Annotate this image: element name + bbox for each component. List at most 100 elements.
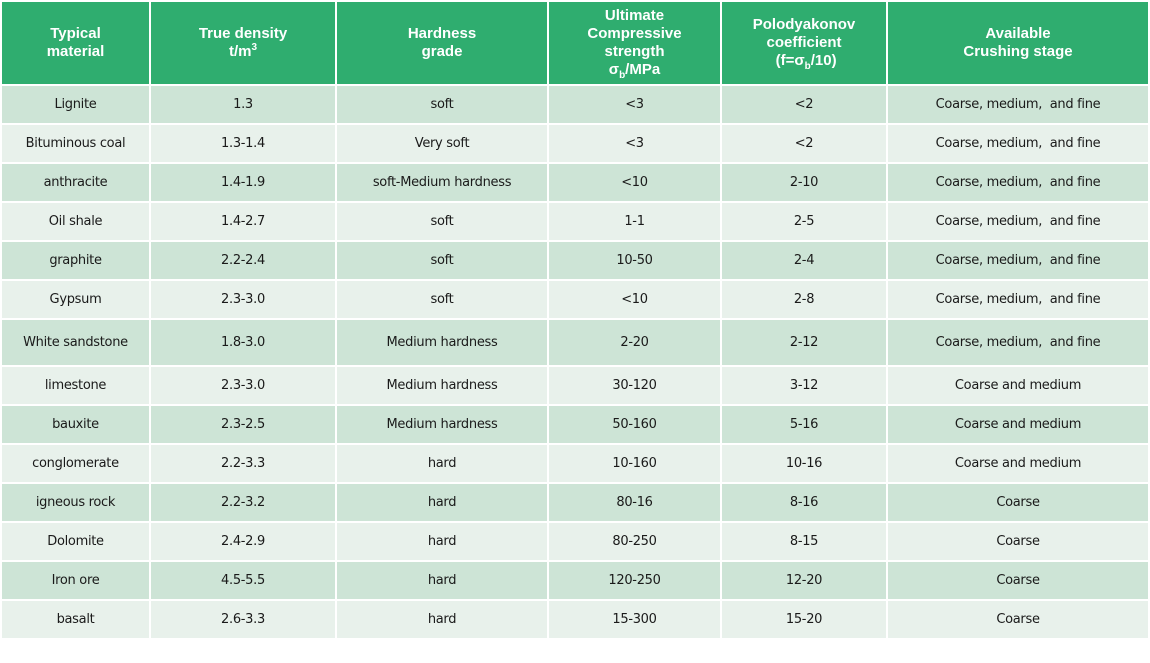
cell-true-density: 4.5-5.5 [151, 562, 335, 599]
header-text: σ [608, 61, 620, 78]
cell-polodyakonov-coefficient: 12-20 [722, 562, 886, 599]
cell-polodyakonov-coefficient: <2 [722, 125, 886, 162]
table-row: anthracite 1.4-1.9 soft-Medium hardness <10… [2, 164, 1148, 201]
header-text: strength [604, 43, 665, 60]
cell-typical-material: Gypsum [2, 281, 149, 318]
cell-crushing-stage: Coarse, medium, and fine [888, 203, 1148, 240]
cell-polodyakonov-coefficient: 15-20 [722, 601, 886, 638]
cell-hardness-grade: hard [337, 445, 547, 482]
cell-crushing-stage: Coarse [888, 523, 1148, 560]
cell-true-density: 1.3-1.4 [151, 125, 335, 162]
cell-crushing-stage: Coarse [888, 562, 1148, 599]
table-row: conglomerate 2.2-3.3 hard 10-160 10-16 Coarse… [2, 445, 1148, 482]
cell-true-density: 2.4-2.9 [151, 523, 335, 560]
cell-typical-material: bauxite [2, 406, 149, 443]
header-text: /MPa [625, 61, 661, 78]
cell-true-density: 1.3 [151, 86, 335, 123]
header-typical-material: Typical material [2, 2, 149, 84]
header-text: /10) [810, 52, 837, 69]
header-crushing-stage: Available Crushing stage [888, 2, 1148, 84]
cell-true-density: 1.8-3.0 [151, 320, 335, 365]
header-text: coefficient [766, 34, 842, 51]
cell-polodyakonov-coefficient: 2-12 [722, 320, 886, 365]
cell-hardness-grade: Medium hardness [337, 367, 547, 404]
cell-polodyakonov-coefficient: 10-16 [722, 445, 886, 482]
header-text: b [804, 61, 811, 72]
cell-true-density: 1.4-1.9 [151, 164, 335, 201]
cell-hardness-grade: hard [337, 562, 547, 599]
table-row: Dolomite 2.4-2.9 hard 80-250 8-15 Coarse [2, 523, 1148, 560]
cell-typical-material: Iron ore [2, 562, 149, 599]
header-text: 3 [251, 42, 258, 53]
cell-compressive-strength: 80-250 [549, 523, 720, 560]
cell-compressive-strength: 1-1 [549, 203, 720, 240]
cell-typical-material: Oil shale [2, 203, 149, 240]
cell-typical-material: limestone [2, 367, 149, 404]
cell-polodyakonov-coefficient: 2-8 [722, 281, 886, 318]
cell-crushing-stage: Coarse, medium, and fine [888, 320, 1148, 365]
cell-typical-material: Dolomite [2, 523, 149, 560]
cell-compressive-strength: 50-160 [549, 406, 720, 443]
cell-true-density: 2.6-3.3 [151, 601, 335, 638]
table-row: bauxite 2.3-2.5 Medium hardness 50-160 5-16 C… [2, 406, 1148, 443]
cell-crushing-stage: Coarse, medium, and fine [888, 125, 1148, 162]
header-text: Available [985, 25, 1051, 42]
cell-hardness-grade: soft [337, 86, 547, 123]
cell-polodyakonov-coefficient: 5-16 [722, 406, 886, 443]
cell-typical-material: White sandstone [2, 320, 149, 365]
cell-true-density: 2.2-3.3 [151, 445, 335, 482]
table-row: Gypsum 2.3-3.0 soft <10 2-8 Coarse, medium, a… [2, 281, 1148, 318]
cell-crushing-stage: Coarse, medium, and fine [888, 281, 1148, 318]
materials-table: Typical material True density t/m3 Hardness g… [2, 2, 1148, 638]
cell-hardness-grade: soft [337, 242, 547, 279]
table-row: igneous rock 2.2-3.2 hard 80-16 8-16 Coarse [2, 484, 1148, 521]
cell-crushing-stage: Coarse and medium [888, 445, 1148, 482]
cell-typical-material: igneous rock [2, 484, 149, 521]
header-text: Polodyakonov [752, 16, 856, 33]
cell-crushing-stage: Coarse, medium, and fine [888, 86, 1148, 123]
cell-hardness-grade: hard [337, 484, 547, 521]
cell-typical-material: anthracite [2, 164, 149, 201]
cell-hardness-grade: soft [337, 203, 547, 240]
cell-polodyakonov-coefficient: 2-10 [722, 164, 886, 201]
cell-crushing-stage: Coarse and medium [888, 406, 1148, 443]
cell-typical-material: graphite [2, 242, 149, 279]
cell-polodyakonov-coefficient: <2 [722, 86, 886, 123]
cell-polodyakonov-coefficient: 2-4 [722, 242, 886, 279]
header-text: Hardness [407, 25, 477, 42]
cell-hardness-grade: soft-Medium hardness [337, 164, 547, 201]
cell-hardness-grade: Medium hardness [337, 320, 547, 365]
table-row: Bituminous coal 1.3-1.4 Very soft <3 <2 Coars… [2, 125, 1148, 162]
header-true-density: True density t/m3 [151, 2, 335, 84]
header-text: Typical [50, 25, 101, 42]
cell-crushing-stage: Coarse [888, 484, 1148, 521]
header-hardness-grade: Hardness grade [337, 2, 547, 84]
cell-typical-material: basalt [2, 601, 149, 638]
cell-typical-material: conglomerate [2, 445, 149, 482]
table-row: Iron ore 4.5-5.5 hard 120-250 12-20 Coarse [2, 562, 1148, 599]
cell-compressive-strength: 120-250 [549, 562, 720, 599]
header-text: Ultimate [604, 7, 665, 24]
cell-crushing-stage: Coarse, medium, and fine [888, 242, 1148, 279]
cell-compressive-strength: <10 [549, 281, 720, 318]
cell-compressive-strength: 30-120 [549, 367, 720, 404]
header-row: Typical material True density t/m3 Hardness g… [2, 2, 1148, 84]
cell-polodyakonov-coefficient: 8-15 [722, 523, 886, 560]
cell-compressive-strength: 10-50 [549, 242, 720, 279]
cell-crushing-stage: Coarse [888, 601, 1148, 638]
cell-hardness-grade: Medium hardness [337, 406, 547, 443]
header-text: grade [421, 43, 463, 60]
header-text: Crushing stage [963, 43, 1073, 60]
cell-polodyakonov-coefficient: 8-16 [722, 484, 886, 521]
cell-hardness-grade: hard [337, 523, 547, 560]
cell-compressive-strength: 80-16 [549, 484, 720, 521]
cell-typical-material: Lignite [2, 86, 149, 123]
header-text: True density [198, 25, 288, 42]
cell-true-density: 2.2-3.2 [151, 484, 335, 521]
header-text: material [46, 43, 105, 60]
header-text: (f=σ [771, 52, 805, 69]
cell-compressive-strength: <10 [549, 164, 720, 201]
cell-true-density: 1.4-2.7 [151, 203, 335, 240]
table-row: Lignite 1.3 soft <3 <2 Coarse, medium, and fi… [2, 86, 1148, 123]
cell-polodyakonov-coefficient: 3-12 [722, 367, 886, 404]
